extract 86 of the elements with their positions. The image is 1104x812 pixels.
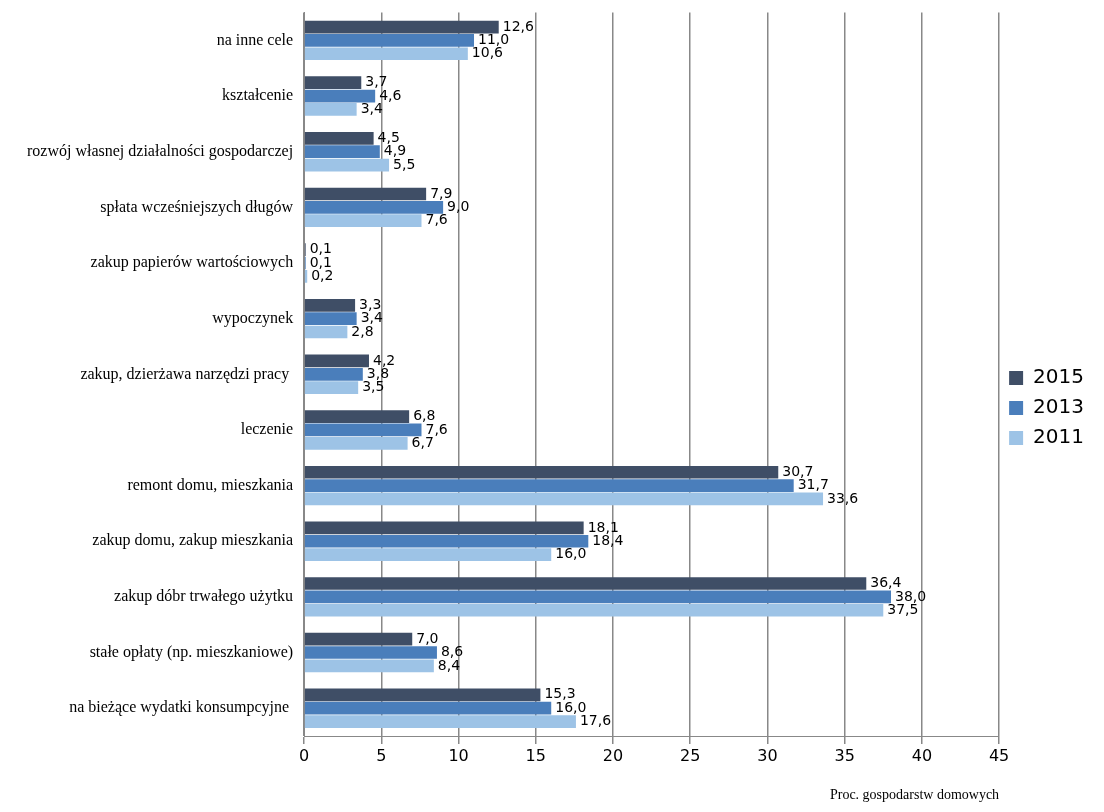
bar xyxy=(304,20,499,34)
bar xyxy=(304,479,794,492)
bar xyxy=(304,646,437,659)
bar xyxy=(304,659,434,673)
bar xyxy=(304,548,552,561)
data-label: 0,2 xyxy=(311,267,334,283)
bar xyxy=(304,34,475,47)
bar xyxy=(304,410,410,423)
y-tick-label: na inne cele xyxy=(216,30,294,48)
data-label: 3,4 xyxy=(360,309,383,326)
y-tick-label: zakup, dzierżawa narzędzi pracy xyxy=(80,364,294,383)
legend-label: 2011 xyxy=(1033,424,1085,449)
bar xyxy=(304,701,552,715)
y-tick-label: rozwój własnej działalności gospodarczej xyxy=(27,141,294,160)
data-label: 15,3 xyxy=(544,685,576,702)
bar xyxy=(304,76,362,90)
y-tick-label: spłata wcześniejszych długów xyxy=(100,197,294,216)
data-label: 12,6 xyxy=(502,17,534,34)
x-tick-label: 25 xyxy=(680,745,701,765)
data-label: 8,6 xyxy=(440,643,464,660)
data-label: 16,0 xyxy=(555,545,587,562)
legend-label: 2015 xyxy=(1033,364,1085,389)
y-tick-label: wypoczynek xyxy=(212,308,294,327)
data-label: 3,4 xyxy=(360,100,383,117)
bar xyxy=(304,367,363,381)
bar xyxy=(304,158,390,172)
bar xyxy=(304,145,380,159)
bar xyxy=(304,688,541,702)
x-tick-label: 30 xyxy=(757,745,778,765)
data-label: 7,6 xyxy=(425,211,448,228)
x-tick-label: 20 xyxy=(602,745,624,765)
y-tick-label: zakup papierów wartościowych xyxy=(90,253,294,272)
y-tick-label: stałe opłaty (np. mieszkaniowe) xyxy=(89,642,294,661)
data-label: 11,0 xyxy=(478,31,510,48)
bar xyxy=(304,214,422,228)
data-label: 9,0 xyxy=(447,198,470,214)
bar xyxy=(304,312,357,325)
y-tick-label: kształcenie xyxy=(222,86,294,104)
y-tick-label: na bieżące wydatki konsumpcyjne xyxy=(69,698,294,717)
data-label: 7,9 xyxy=(430,184,453,201)
legend-label: 2013 xyxy=(1033,394,1085,419)
bar xyxy=(304,132,374,145)
bar xyxy=(304,534,589,548)
bar xyxy=(304,89,376,103)
bar xyxy=(304,492,824,506)
data-label: 4,9 xyxy=(383,142,407,159)
data-label: 31,7 xyxy=(797,476,829,493)
y-tick-label: leczenie xyxy=(240,420,294,438)
data-label: 30,7 xyxy=(782,462,814,479)
bar xyxy=(304,47,468,61)
bar xyxy=(304,381,359,394)
bar xyxy=(304,354,369,368)
data-label: 0,1 xyxy=(309,240,332,257)
data-label: 18,1 xyxy=(587,518,619,535)
data-label: 33,6 xyxy=(827,489,859,506)
x-tick-label: 5 xyxy=(376,745,387,765)
bar xyxy=(304,603,884,617)
y-tick-label: zakup domu, zakup mieszkania xyxy=(92,531,294,550)
bar xyxy=(304,325,348,339)
data-label: 4,2 xyxy=(372,351,396,368)
bar xyxy=(304,436,408,450)
bar xyxy=(304,103,357,116)
y-tick-label: remont domu, mieszkania xyxy=(127,475,294,493)
bar xyxy=(304,577,867,590)
x-tick-label: 10 xyxy=(448,745,469,765)
x-axis-title: Proc. gospodarstw domowych xyxy=(829,787,1000,803)
bar xyxy=(304,465,779,479)
x-tick-label: 0 xyxy=(299,745,310,765)
bar xyxy=(304,632,413,646)
y-tick-label: zakup dóbr trwałego użytku xyxy=(114,587,294,606)
bar xyxy=(304,521,584,535)
bar xyxy=(304,715,576,728)
x-tick-label: 35 xyxy=(834,745,855,765)
data-label: 17,6 xyxy=(579,712,612,729)
x-tick-label: 15 xyxy=(525,745,546,765)
x-tick-label: 40 xyxy=(911,745,933,765)
bar xyxy=(304,298,356,312)
bar xyxy=(304,590,891,604)
data-label: 3,5 xyxy=(362,378,385,395)
data-label: 3,3 xyxy=(359,295,382,312)
bar xyxy=(304,187,427,201)
data-label: 7,0 xyxy=(416,629,439,646)
x-tick-label: 45 xyxy=(988,745,1010,765)
bar xyxy=(304,423,422,437)
bar xyxy=(304,201,444,214)
data-label: 4,5 xyxy=(377,129,400,145)
